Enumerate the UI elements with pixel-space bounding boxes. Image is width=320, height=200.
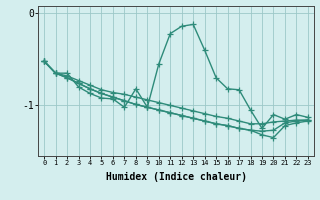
X-axis label: Humidex (Indice chaleur): Humidex (Indice chaleur) bbox=[106, 172, 246, 182]
